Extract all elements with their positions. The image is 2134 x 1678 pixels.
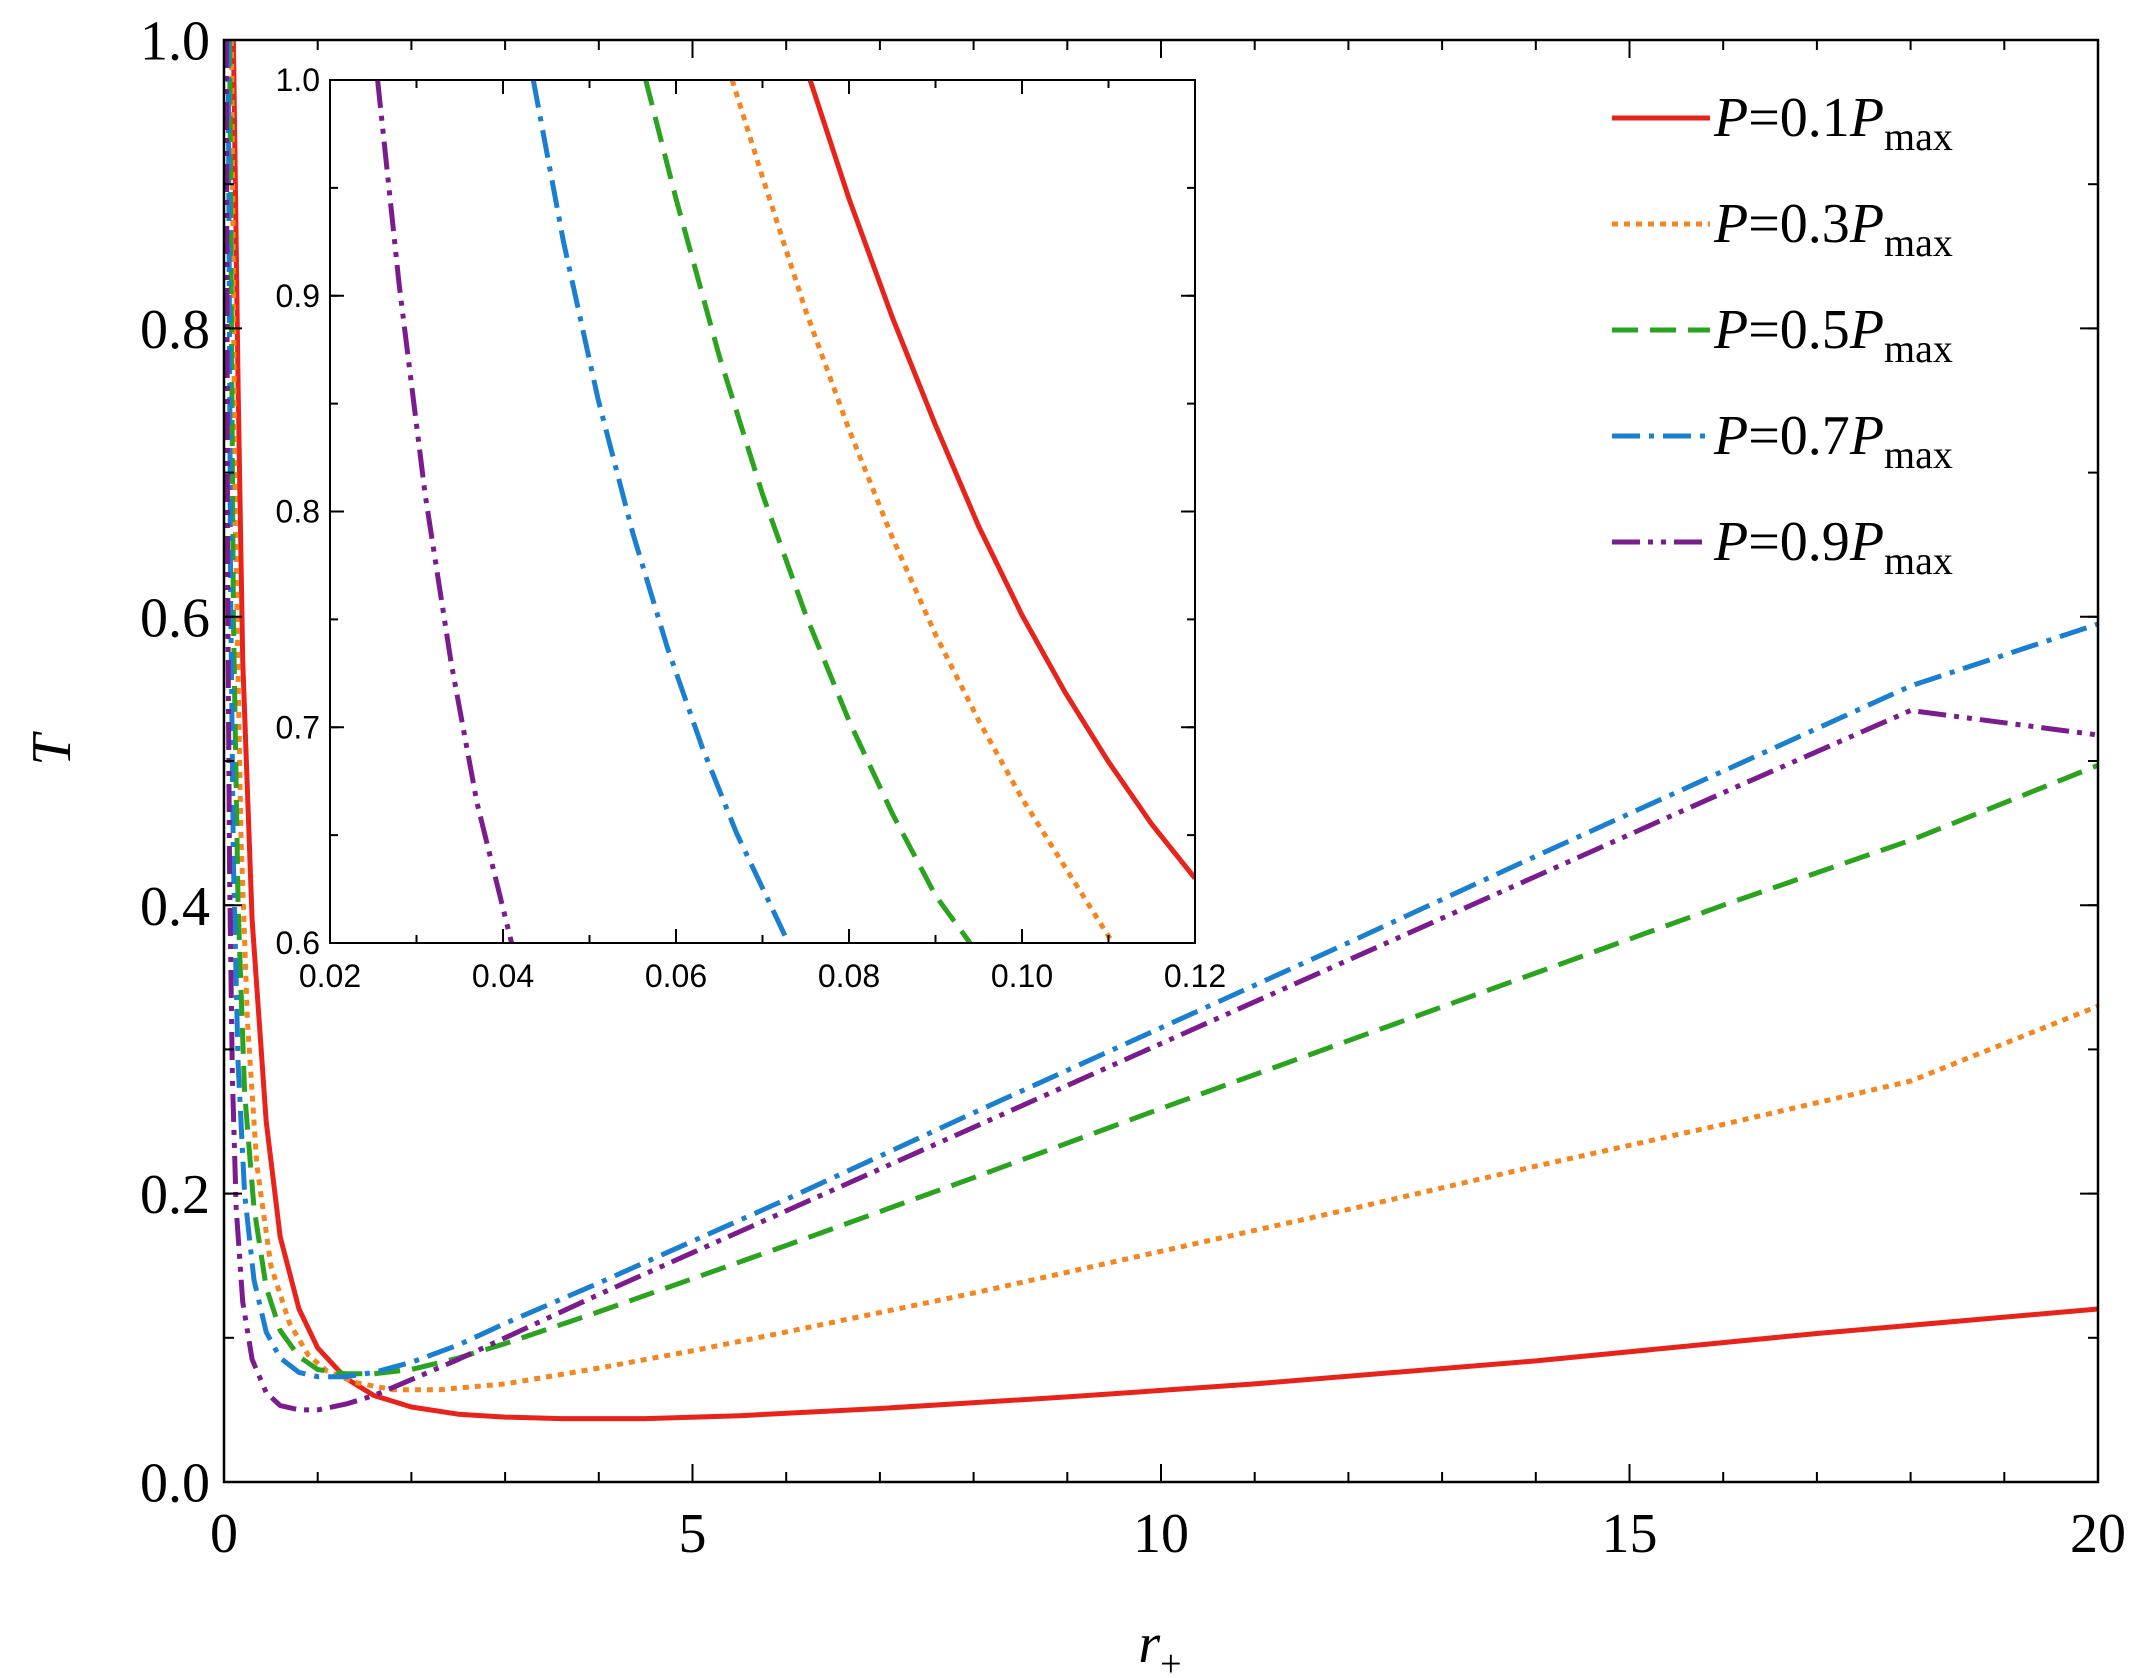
inset-y-tick-label: 1.0 <box>276 62 320 98</box>
main-x-tick-label: 10 <box>1133 1503 1189 1565</box>
legend-label-prefix: P <box>1713 299 1748 361</box>
main-plot-series <box>224 40 2098 1422</box>
legend-label-1: P=0.1Pmax <box>1713 87 1953 159</box>
main-series-line-3 <box>227 40 2098 1377</box>
legend-label-subscript: max <box>1884 114 1953 159</box>
main-y-tick-label: 0.8 <box>140 299 210 361</box>
legend-label-5: P=0.9Pmax <box>1713 511 1953 583</box>
inset-series-line-1 <box>807 80 1195 880</box>
legend-label-value: =0.9 <box>1748 511 1850 573</box>
main-series-line-2 <box>229 40 2098 1393</box>
main-x-tick-label: 20 <box>2070 1503 2126 1565</box>
legend-label-prefix: P <box>1713 87 1748 149</box>
inset-series-line-2 <box>729 80 1115 943</box>
legend: P=0.1PmaxP=0.3PmaxP=0.5PmaxP=0.7PmaxP=0.… <box>1612 87 1953 583</box>
main-series-line-1 <box>230 40 2098 1422</box>
main-series-line-5 <box>224 40 2098 1413</box>
inset-plot-series <box>375 80 1195 943</box>
inset-x-tick-label: 0.04 <box>472 958 534 994</box>
legend-label-var: P <box>1849 193 1884 255</box>
legend-label-var: P <box>1849 511 1884 573</box>
legend-label-subscript: max <box>1884 432 1953 477</box>
inset-x-tick-label: 0.02 <box>299 958 361 994</box>
legend-label-var: P <box>1849 87 1884 149</box>
main-x-tick-label: 15 <box>1602 1503 1658 1565</box>
main-plot-frame: 0 5 10 15 20 0.0 0.2 0.4 0.6 0.8 1.0 <box>140 11 2126 1565</box>
inset-series-line-4 <box>530 80 791 943</box>
inset-plot-frame: 0.02 0.04 0.06 0.08 0.10 0.12 0.6 0.7 0.8 0.9 1.0 <box>276 62 1227 994</box>
legend-label-var: P <box>1849 299 1884 361</box>
inset-y-tick-label: 0.6 <box>276 925 320 961</box>
legend-label-prefix: P <box>1713 511 1748 573</box>
main-y-tick-label: 0.0 <box>140 1453 210 1515</box>
inset-x-tick-label: 0.06 <box>645 958 707 994</box>
legend-label-value: =0.1 <box>1748 87 1850 149</box>
main-y-tick-label: 0.6 <box>140 587 210 649</box>
inset-frame-border <box>329 79 1196 944</box>
legend-label-subscript: max <box>1884 326 1953 371</box>
inset-x-tick-label: 0.08 <box>818 958 880 994</box>
main-y-tick-label: 1.0 <box>140 11 210 73</box>
inset-series-line-5 <box>375 80 515 943</box>
y-axis-label: T <box>21 731 83 766</box>
legend-label-value: =0.5 <box>1748 299 1850 361</box>
legend-label-value: =0.7 <box>1748 405 1850 467</box>
inset-x-tick-label: 0.10 <box>991 958 1053 994</box>
inset-x-tick-label: 0.12 <box>1164 958 1226 994</box>
inset-chart: 0.02 0.04 0.06 0.08 0.10 0.12 0.6 0.7 0.8 0.9 1.0 <box>276 62 1227 994</box>
main-y-tick-label: 0.2 <box>140 1164 210 1226</box>
inset-y-tick-label: 0.8 <box>276 494 320 530</box>
inset-y-tick-label: 0.9 <box>276 278 320 314</box>
legend-label-var: P <box>1849 405 1884 467</box>
legend-label-subscript: max <box>1884 220 1953 265</box>
inset-plot-background <box>330 80 1195 943</box>
inset-axes <box>330 80 1195 943</box>
main-x-tick-label: 0 <box>210 1503 238 1565</box>
legend-label-3: P=0.5Pmax <box>1713 299 1953 371</box>
main-x-tick-label: 5 <box>679 1503 707 1565</box>
inset-y-tick-label: 0.7 <box>276 709 320 745</box>
main-y-tick-label: 0.4 <box>140 876 210 938</box>
legend-label-4: P=0.7Pmax <box>1713 405 1953 477</box>
legend-label-subscript: max <box>1884 538 1953 583</box>
legend-label-2: P=0.3Pmax <box>1713 193 1953 265</box>
inset-series-line-3 <box>643 80 973 943</box>
legend-label-prefix: P <box>1713 193 1748 255</box>
x-axis-label: r+ <box>1138 1613 1181 1678</box>
legend-label-value: =0.3 <box>1748 193 1850 255</box>
legend-label-prefix: P <box>1713 405 1748 467</box>
x-axis-label-subscript: + <box>1160 1643 1181 1678</box>
main-series-line-4 <box>225 40 2098 1380</box>
main-frame-border <box>222 38 2100 1484</box>
